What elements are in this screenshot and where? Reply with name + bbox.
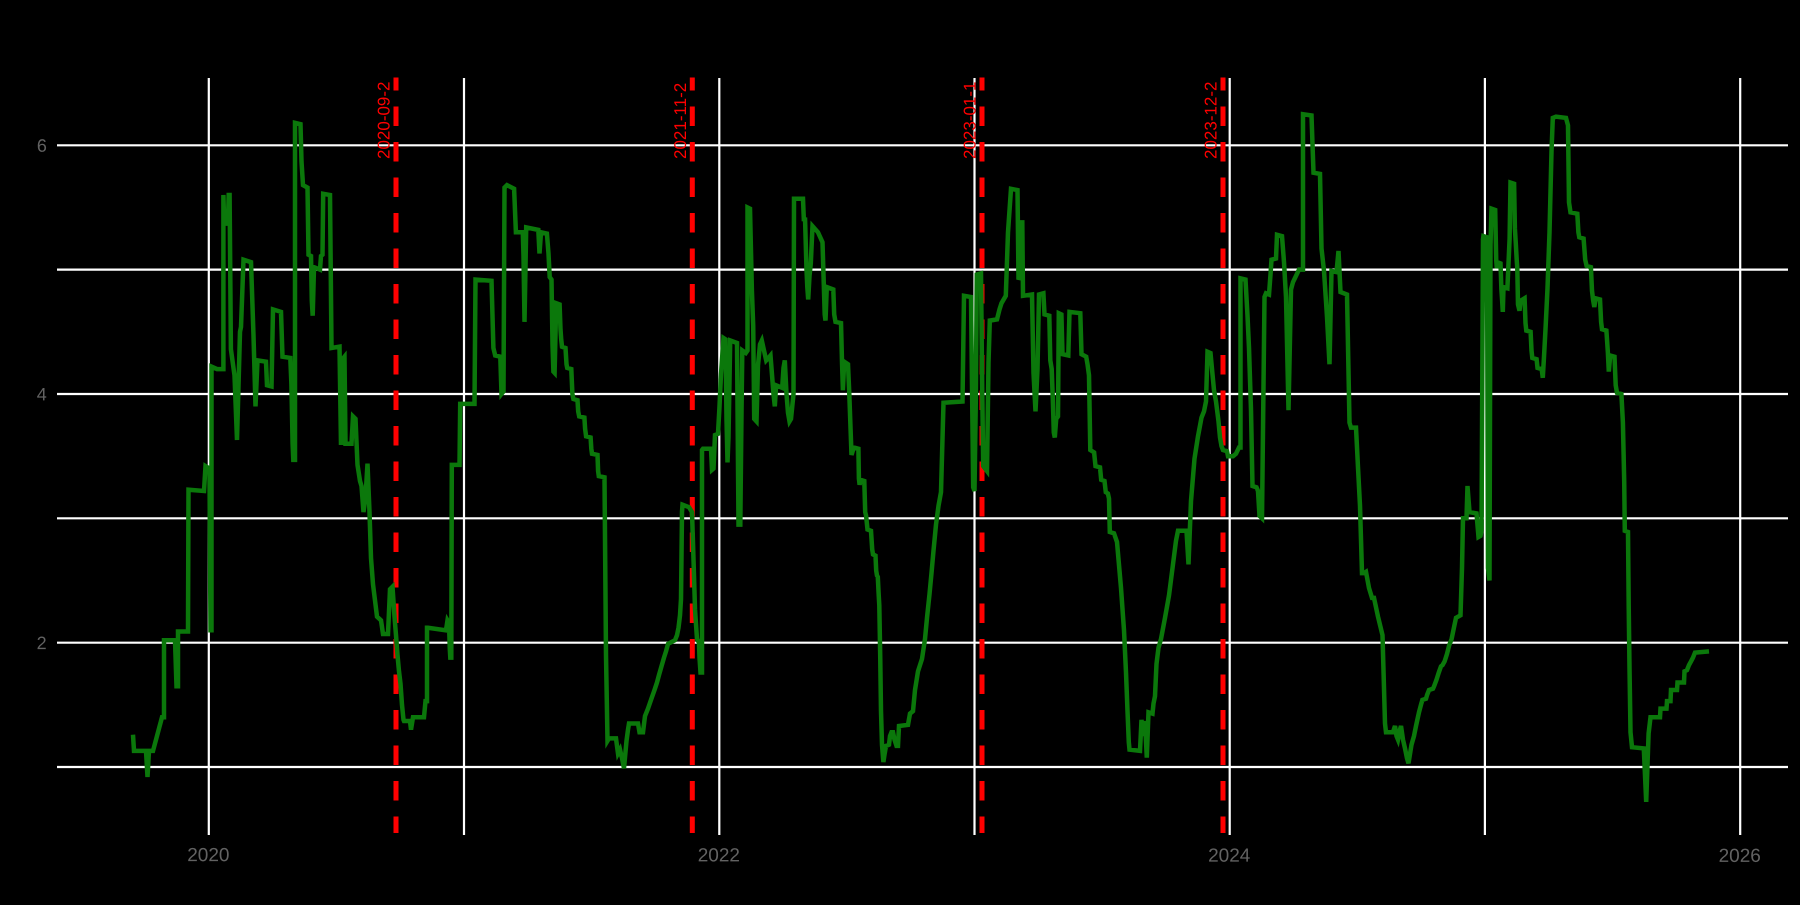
svg-text:2024: 2024 <box>1208 846 1251 867</box>
svg-text:4: 4 <box>37 384 47 404</box>
svg-text:6: 6 <box>37 136 47 156</box>
svg-text:2: 2 <box>37 633 47 653</box>
svg-text:2023-01-1: 2023-01-1 <box>961 81 980 159</box>
svg-text:2026: 2026 <box>1719 846 1761 867</box>
svg-text:2021-11-2: 2021-11-2 <box>671 83 690 159</box>
svg-text:2023-12-2: 2023-12-2 <box>1202 81 1221 159</box>
svg-text:2020: 2020 <box>187 845 229 866</box>
svg-text:2022: 2022 <box>698 845 740 866</box>
svg-text:2020-09-2: 2020-09-2 <box>375 81 394 159</box>
